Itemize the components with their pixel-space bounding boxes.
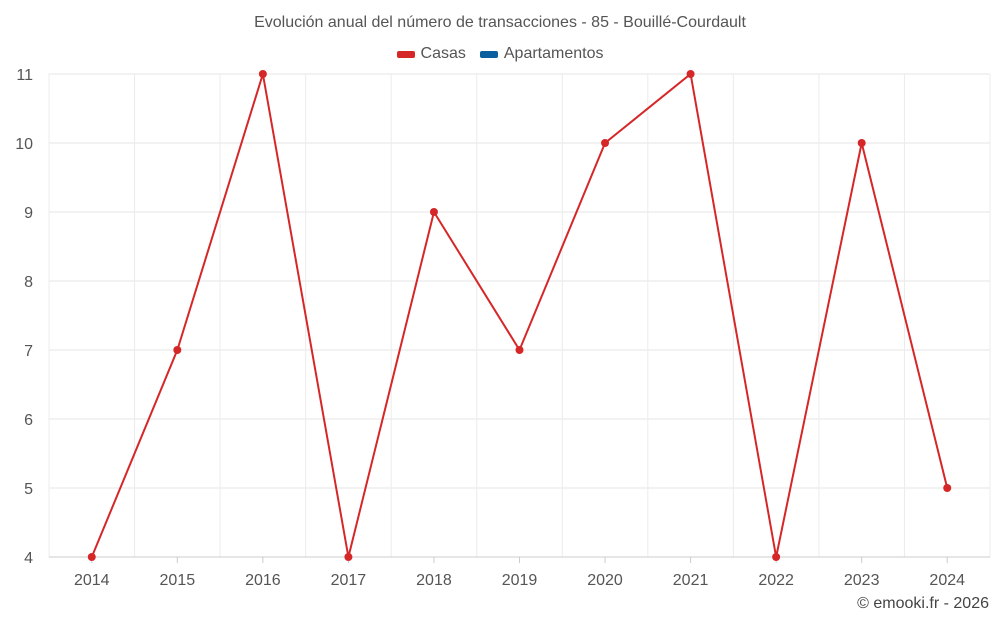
x-tick-label-2015: 2015 [160,572,196,589]
data-point-2024 [943,484,952,492]
y-tick-label-5: 5 [24,481,33,498]
x-tick-label-2023: 2023 [844,572,880,589]
y-tick-label-11: 11 [16,67,33,84]
y-tick-label-7: 7 [24,343,33,360]
data-point-2019 [515,346,524,354]
data-point-2015 [173,346,182,354]
data-point-2023 [857,139,866,147]
data-point-2016 [258,70,267,78]
x-tick-label-2018: 2018 [416,572,452,589]
data-point-2017 [344,553,353,561]
axes [49,556,990,563]
y-tick-label-10: 10 [15,136,33,153]
series-casas [87,70,952,561]
x-tick-label-2020: 2020 [587,572,623,589]
data-point-2021 [686,70,695,78]
x-tick-label-2021: 2021 [673,572,709,589]
data-point-2020 [601,139,610,147]
legend-swatch-apartamentos [479,50,498,58]
legend-item-apartamentos[interactable]: Apartamentos [479,45,604,63]
legend-label-apartamentos: Apartamentos [503,45,604,62]
x-tick-label-2019: 2019 [502,572,538,589]
x-tick-label-2016: 2016 [245,572,281,589]
grid [48,73,991,558]
tick-labels: 4 5 6 7 8 9 10 11 2014 2015 2016 2017 2018 2019 2020 20… [15,67,965,589]
y-tick-label-9: 9 [24,205,33,222]
legend-label-casas: Casas [420,45,466,62]
credit-text: © emooki.fr - 2026 [857,595,989,612]
chart-title: Evolución anual del número de transaccio… [254,14,746,31]
y-tick-label-6: 6 [24,412,33,429]
legend-item-casas[interactable]: Casas [396,45,466,63]
legend: Casas Apartamentos [0,45,1000,63]
y-tick-label-4: 4 [24,550,33,567]
legend-swatch-casas [396,50,415,58]
x-tick-label-2017: 2017 [331,572,367,589]
data-point-2018 [429,208,438,216]
x-tick-label-2022: 2022 [758,572,794,589]
data-point-2014 [87,553,96,561]
data-point-2022 [772,553,781,561]
x-tick-label-2014: 2014 [74,572,110,589]
x-tick-label-2024: 2024 [929,572,965,589]
y-tick-label-8: 8 [24,274,33,291]
